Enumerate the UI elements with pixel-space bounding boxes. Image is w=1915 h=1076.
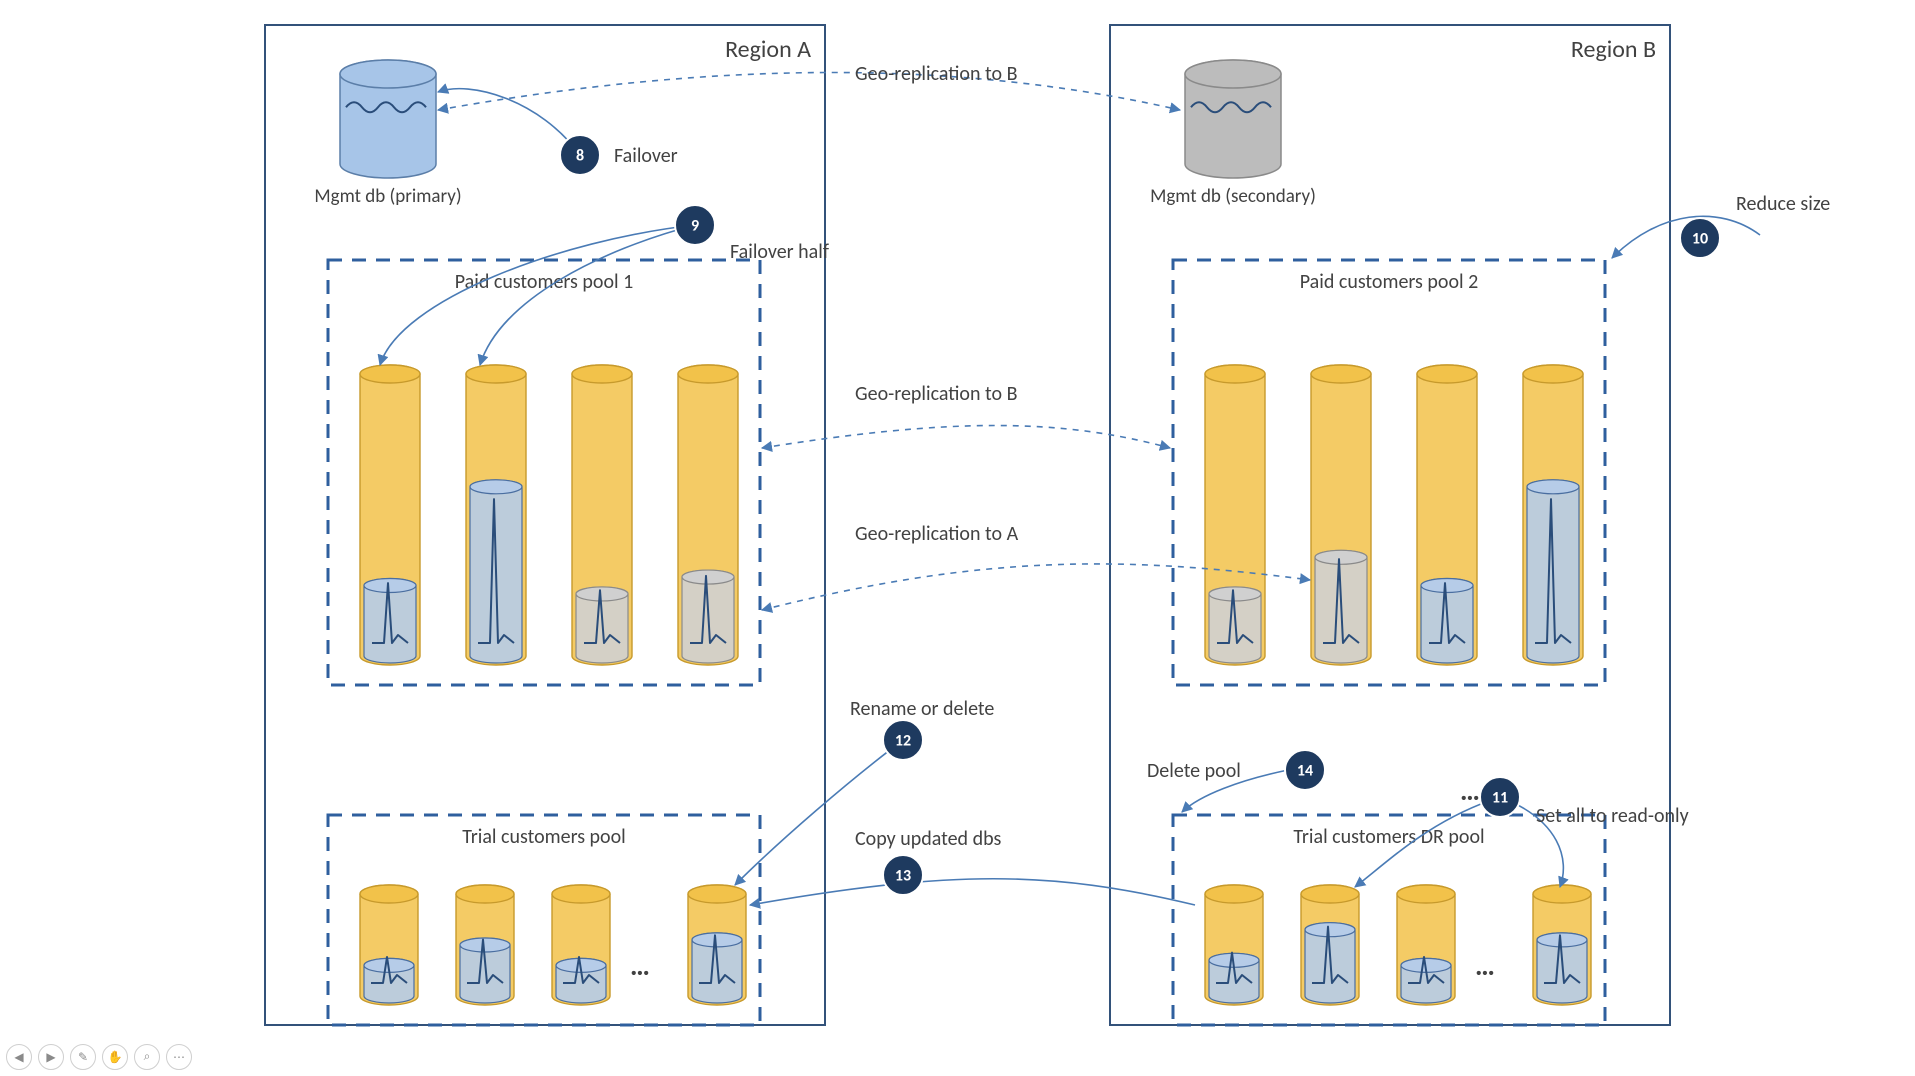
db-cylinder <box>688 885 746 1005</box>
region-A <box>265 25 825 1025</box>
svg-text:12: 12 <box>895 732 911 751</box>
db-cylinder <box>678 365 738 665</box>
prev-icon[interactable]: ◀ <box>6 1044 32 1070</box>
mgmt-db <box>340 60 436 178</box>
svg-text:Failover: Failover <box>614 144 678 168</box>
svg-text:10: 10 <box>1692 230 1708 249</box>
svg-text:Geo-replication to A: Geo-replication to A <box>855 522 1019 546</box>
svg-text:Geo-replication to B: Geo-replication to B <box>855 382 1018 406</box>
db-cylinder <box>1523 365 1583 665</box>
arrow <box>762 426 1170 449</box>
more-icon[interactable]: ⋯ <box>166 1044 192 1070</box>
mgmt-db <box>1185 60 1281 178</box>
db-cylinder <box>360 885 418 1005</box>
arrow <box>750 879 1195 905</box>
svg-text:Paid customers pool 2: Paid customers pool 2 <box>1300 270 1478 294</box>
step-badge-14: 14 <box>1285 750 1325 790</box>
db-cylinder <box>360 365 420 665</box>
arrow <box>480 225 695 365</box>
hand-icon[interactable]: ✋ <box>102 1044 128 1070</box>
svg-text:Region B: Region B <box>1571 35 1656 64</box>
step-badge-13: 13 <box>883 855 923 895</box>
svg-text:9: 9 <box>691 217 699 236</box>
db-cylinder <box>1205 885 1263 1005</box>
svg-text:Trial customers pool: Trial customers pool <box>462 825 625 849</box>
svg-text:13: 13 <box>895 867 911 886</box>
db-cylinder <box>1533 885 1591 1005</box>
svg-text:Trial customers DR pool: Trial customers DR pool <box>1293 825 1484 849</box>
step-badge-11: 11 <box>1480 777 1520 817</box>
svg-text:…: … <box>1460 773 1480 808</box>
region-B <box>1110 25 1670 1025</box>
db-cylinder <box>1311 365 1371 665</box>
step-badge-8: 8 <box>560 135 600 175</box>
svg-text:…: … <box>630 948 650 983</box>
db-cylinder <box>1301 885 1359 1005</box>
step-badge-12: 12 <box>883 720 923 760</box>
svg-text:8: 8 <box>576 147 584 166</box>
next-icon[interactable]: ▶ <box>38 1044 64 1070</box>
db-cylinder <box>1397 885 1455 1005</box>
arrow <box>438 73 1180 111</box>
svg-text:Reduce size: Reduce size <box>1736 192 1830 216</box>
pen-icon[interactable]: ✎ <box>70 1044 96 1070</box>
svg-text:Region A: Region A <box>725 35 811 64</box>
step-badge-10: 10 <box>1680 218 1720 258</box>
svg-text:Failover half: Failover half <box>730 240 829 264</box>
svg-text:11: 11 <box>1492 789 1508 808</box>
step-badge-9: 9 <box>675 205 715 245</box>
db-cylinder <box>1205 365 1265 665</box>
db-cylinder <box>456 885 514 1005</box>
presentation-controls: ◀ ▶ ✎ ✋ ⌕ ⋯ <box>6 1044 192 1070</box>
db-cylinder <box>572 365 632 665</box>
db-cylinder <box>466 365 526 665</box>
svg-text:…: … <box>1475 948 1495 983</box>
arrow <box>438 89 580 155</box>
db-cylinder <box>1417 365 1477 665</box>
svg-text:Mgmt db (primary): Mgmt db (primary) <box>314 185 461 208</box>
svg-text:Copy updated dbs: Copy updated dbs <box>855 827 1001 851</box>
svg-text:Delete pool: Delete pool <box>1147 759 1241 783</box>
db-cylinder <box>552 885 610 1005</box>
svg-text:Set all to read-only: Set all to read-only <box>1536 804 1689 828</box>
svg-text:Geo-replication to B: Geo-replication to B <box>855 62 1018 86</box>
svg-text:Rename or delete: Rename or delete <box>850 697 994 721</box>
zoom-icon[interactable]: ⌕ <box>134 1044 160 1070</box>
svg-text:Mgmt db (secondary): Mgmt db (secondary) <box>1150 185 1316 208</box>
svg-text:14: 14 <box>1297 762 1313 781</box>
